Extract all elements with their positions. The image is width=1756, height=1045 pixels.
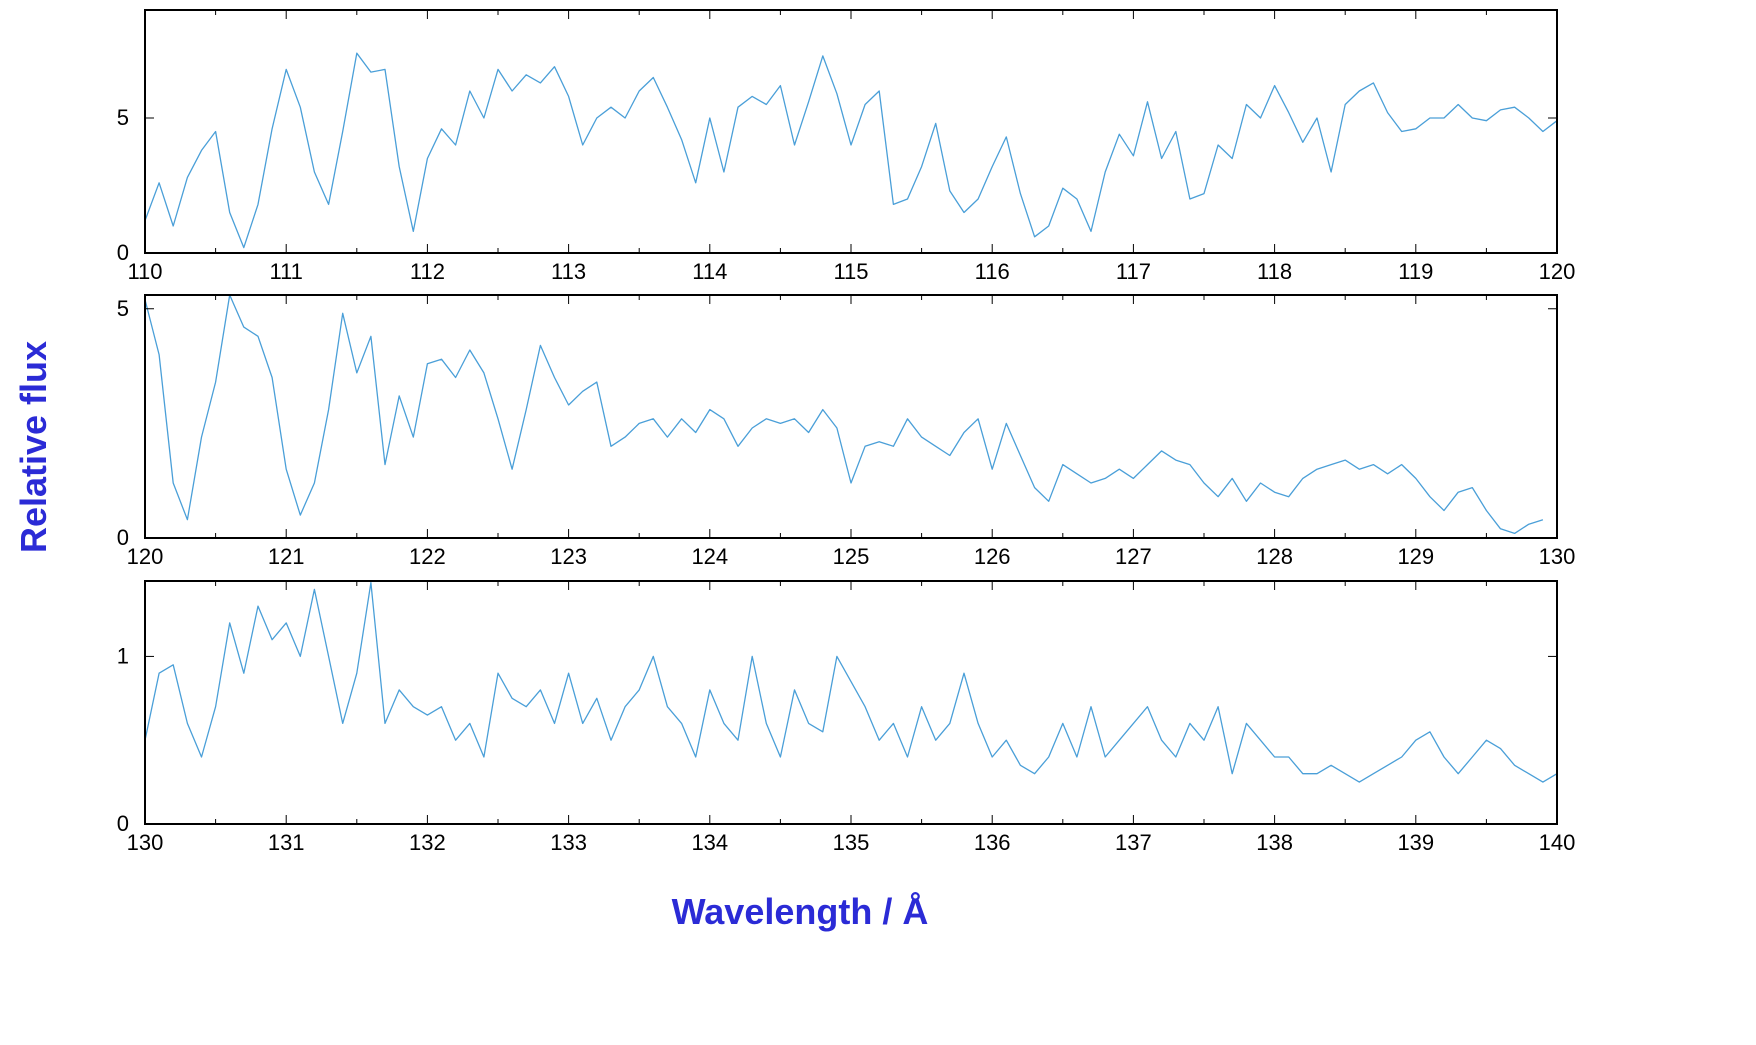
x-tick-label: 116: [975, 259, 1010, 284]
x-tick-label: 135: [833, 830, 870, 855]
y-tick-label: 1: [117, 643, 129, 668]
x-tick-label: 121: [268, 544, 305, 569]
plot-frame: [144, 9, 1558, 254]
x-tick-label: 127: [1115, 544, 1152, 569]
x-tick-label: 134: [691, 830, 728, 855]
spectrum-line-2: [144, 294, 1544, 535]
spectrum-panel-3: 130 131 132 133 134 135 136 137 138 139 140 0 1: [117, 580, 1576, 855]
x-tick-label: 139: [1397, 830, 1434, 855]
y-tick-label: 0: [117, 811, 129, 836]
x-tick-label: 114: [692, 259, 727, 284]
x-tick-label: 110: [127, 259, 162, 284]
spectrum-line-3: [144, 582, 1558, 783]
x-tick-label: 120: [1539, 259, 1576, 284]
x-tick-label: 125: [833, 544, 870, 569]
plot-frame: [144, 580, 1558, 825]
plot-frame: [144, 294, 1558, 539]
x-tick-label: 123: [550, 544, 587, 569]
x-tick-label: 130: [127, 830, 164, 855]
x-tick-label: 115: [833, 259, 868, 284]
x-tick-label: 117: [1116, 259, 1151, 284]
x-tick-label: 140: [1539, 830, 1576, 855]
x-tick-label: 113: [551, 259, 586, 284]
x-tick-label: 137: [1115, 830, 1152, 855]
x-tick-label: 138: [1256, 830, 1293, 855]
x-tick-label: 119: [1398, 259, 1433, 284]
x-tick-label: 126: [974, 544, 1011, 569]
y-tick-label: 5: [117, 296, 129, 321]
y-tick-label: 5: [117, 105, 129, 130]
spectrum-line-1: [144, 52, 1558, 249]
x-tick-label: 122: [409, 544, 446, 569]
x-tick-label: 130: [1539, 544, 1576, 569]
x-tick-label: 136: [974, 830, 1011, 855]
x-axis-title: Wavelength / Å: [672, 891, 929, 932]
x-tick-label: 133: [550, 830, 587, 855]
x-tick-label: 128: [1256, 544, 1293, 569]
x-tick-label: 124: [691, 544, 728, 569]
x-tick-label: 118: [1257, 259, 1292, 284]
x-tick-label: 131: [268, 830, 305, 855]
x-tick-label: 129: [1397, 544, 1434, 569]
spectrum-panel-2: 120 121 122 123 124 125 126 127 128 129 130 0 5: [117, 294, 1576, 569]
x-tick-label: 111: [269, 259, 302, 284]
y-tick-label: 0: [117, 240, 129, 265]
y-tick-label: 0: [117, 525, 129, 550]
x-tick-label: 120: [127, 544, 164, 569]
y-axis-title: Relative flux: [13, 341, 54, 553]
x-tick-label: 112: [410, 259, 445, 284]
spectrum-panel-1: 110 111 112 113 114 115 116 117 118 119 120 0 5: [117, 9, 1576, 284]
x-tick-label: 132: [409, 830, 446, 855]
